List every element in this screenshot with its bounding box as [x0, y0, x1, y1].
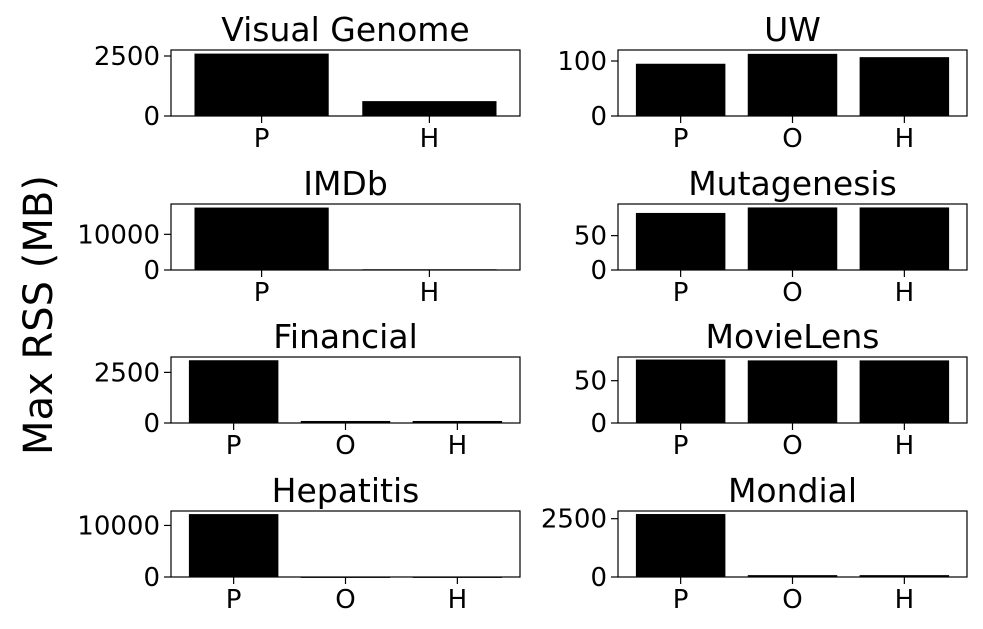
x-tick-label: H: [420, 278, 440, 308]
subplot-grid: Visual Genome P H 0 2500 UW P O H 0 100 IMDb P H 0 1000…: [77, 10, 968, 615]
bar-p: [635, 212, 726, 270]
axes-frame: [617, 356, 968, 424]
y-tick-label: 10000: [77, 511, 160, 541]
bar-h: [362, 101, 497, 116]
subplot-title: IMDb: [303, 164, 388, 203]
bar-p: [194, 207, 329, 270]
y-axis-label: Max RSS (MB): [16, 175, 62, 455]
subplot-financial: Financial P O H 0 2500: [94, 317, 521, 461]
y-tick-label: 2500: [94, 358, 160, 388]
x-tick-label: O: [335, 431, 355, 461]
y-tick-label: 0: [143, 102, 160, 132]
subplot-title: MovieLens: [706, 317, 880, 356]
x-tick-label: O: [782, 431, 802, 461]
x-tick-label: H: [895, 585, 915, 615]
bar-o: [747, 207, 838, 270]
y-tick-label: 50: [574, 222, 607, 252]
bar-p: [194, 53, 329, 116]
y-tick-label: 100: [557, 47, 607, 77]
axes-frame: [617, 203, 968, 271]
bar-p: [635, 63, 726, 116]
subplot-title: UW: [764, 10, 821, 49]
y-tick-label: 0: [590, 563, 607, 593]
bar-p: [188, 514, 279, 577]
subplot-title: Mutagenesis: [688, 164, 897, 203]
bar-o: [747, 360, 838, 423]
axes-frame: [170, 510, 521, 578]
x-tick-label: P: [226, 431, 242, 461]
subplot-hepatitis: Hepatitis P O H 0 10000: [77, 471, 521, 615]
bar-p: [188, 360, 279, 423]
x-tick-label: H: [895, 278, 915, 308]
bar-h: [859, 207, 950, 270]
y-tick-label: 0: [143, 563, 160, 593]
y-tick-label: 0: [143, 256, 160, 286]
x-tick-label: H: [420, 124, 440, 154]
axes-frame: [170, 356, 521, 424]
y-tick-label: 2500: [541, 505, 607, 535]
bar-o: [747, 53, 838, 116]
bar-h: [412, 420, 503, 423]
subplot-visual-genome: Visual Genome P H 0 2500: [94, 10, 521, 154]
x-tick-label: O: [782, 278, 802, 308]
subplot-title: Financial: [273, 317, 418, 356]
bar-o: [747, 575, 838, 577]
y-tick-label: 0: [590, 256, 607, 286]
x-tick-label: P: [254, 124, 270, 154]
bar-p: [635, 359, 726, 423]
y-tick-label: 10000: [77, 220, 160, 250]
subplot-imdb: IMDb P H 0 10000: [77, 164, 521, 308]
y-tick-label: 2500: [94, 42, 160, 72]
axes-frame: [170, 49, 521, 117]
subplot-movielens: MovieLens P O H 0 50: [574, 317, 968, 461]
bar-p: [635, 514, 726, 577]
x-tick-label: P: [673, 124, 689, 154]
bar-h: [859, 360, 950, 423]
subplot-mondial: Mondial P O H 0 2500: [541, 471, 968, 615]
x-tick-label: H: [895, 431, 915, 461]
x-tick-label: H: [448, 431, 468, 461]
subplot-title: Mondial: [728, 471, 857, 510]
axes-frame: [617, 49, 968, 117]
y-tick-label: 0: [143, 409, 160, 439]
axes-frame: [170, 203, 521, 271]
x-tick-label: O: [782, 585, 802, 615]
x-tick-label: P: [673, 278, 689, 308]
x-tick-label: P: [673, 585, 689, 615]
y-tick-label: 0: [590, 409, 607, 439]
bar-o: [300, 420, 391, 423]
x-tick-label: P: [673, 431, 689, 461]
y-tick-label: 0: [590, 102, 607, 132]
x-tick-label: H: [895, 124, 915, 154]
subplot-title: Hepatitis: [272, 471, 420, 510]
y-tick-label: 50: [574, 367, 607, 397]
x-tick-label: P: [254, 278, 270, 308]
x-tick-label: H: [448, 585, 468, 615]
subplot-uw: UW P O H 0 100: [557, 10, 968, 154]
axes-frame: [617, 510, 968, 578]
x-tick-label: O: [335, 585, 355, 615]
x-tick-label: P: [226, 585, 242, 615]
bar-h: [859, 57, 950, 116]
subplot-mutagenesis: Mutagenesis P O H 0 50: [574, 164, 968, 308]
bar-h: [859, 575, 950, 577]
x-tick-label: O: [782, 124, 802, 154]
subplot-title: Visual Genome: [221, 10, 469, 49]
